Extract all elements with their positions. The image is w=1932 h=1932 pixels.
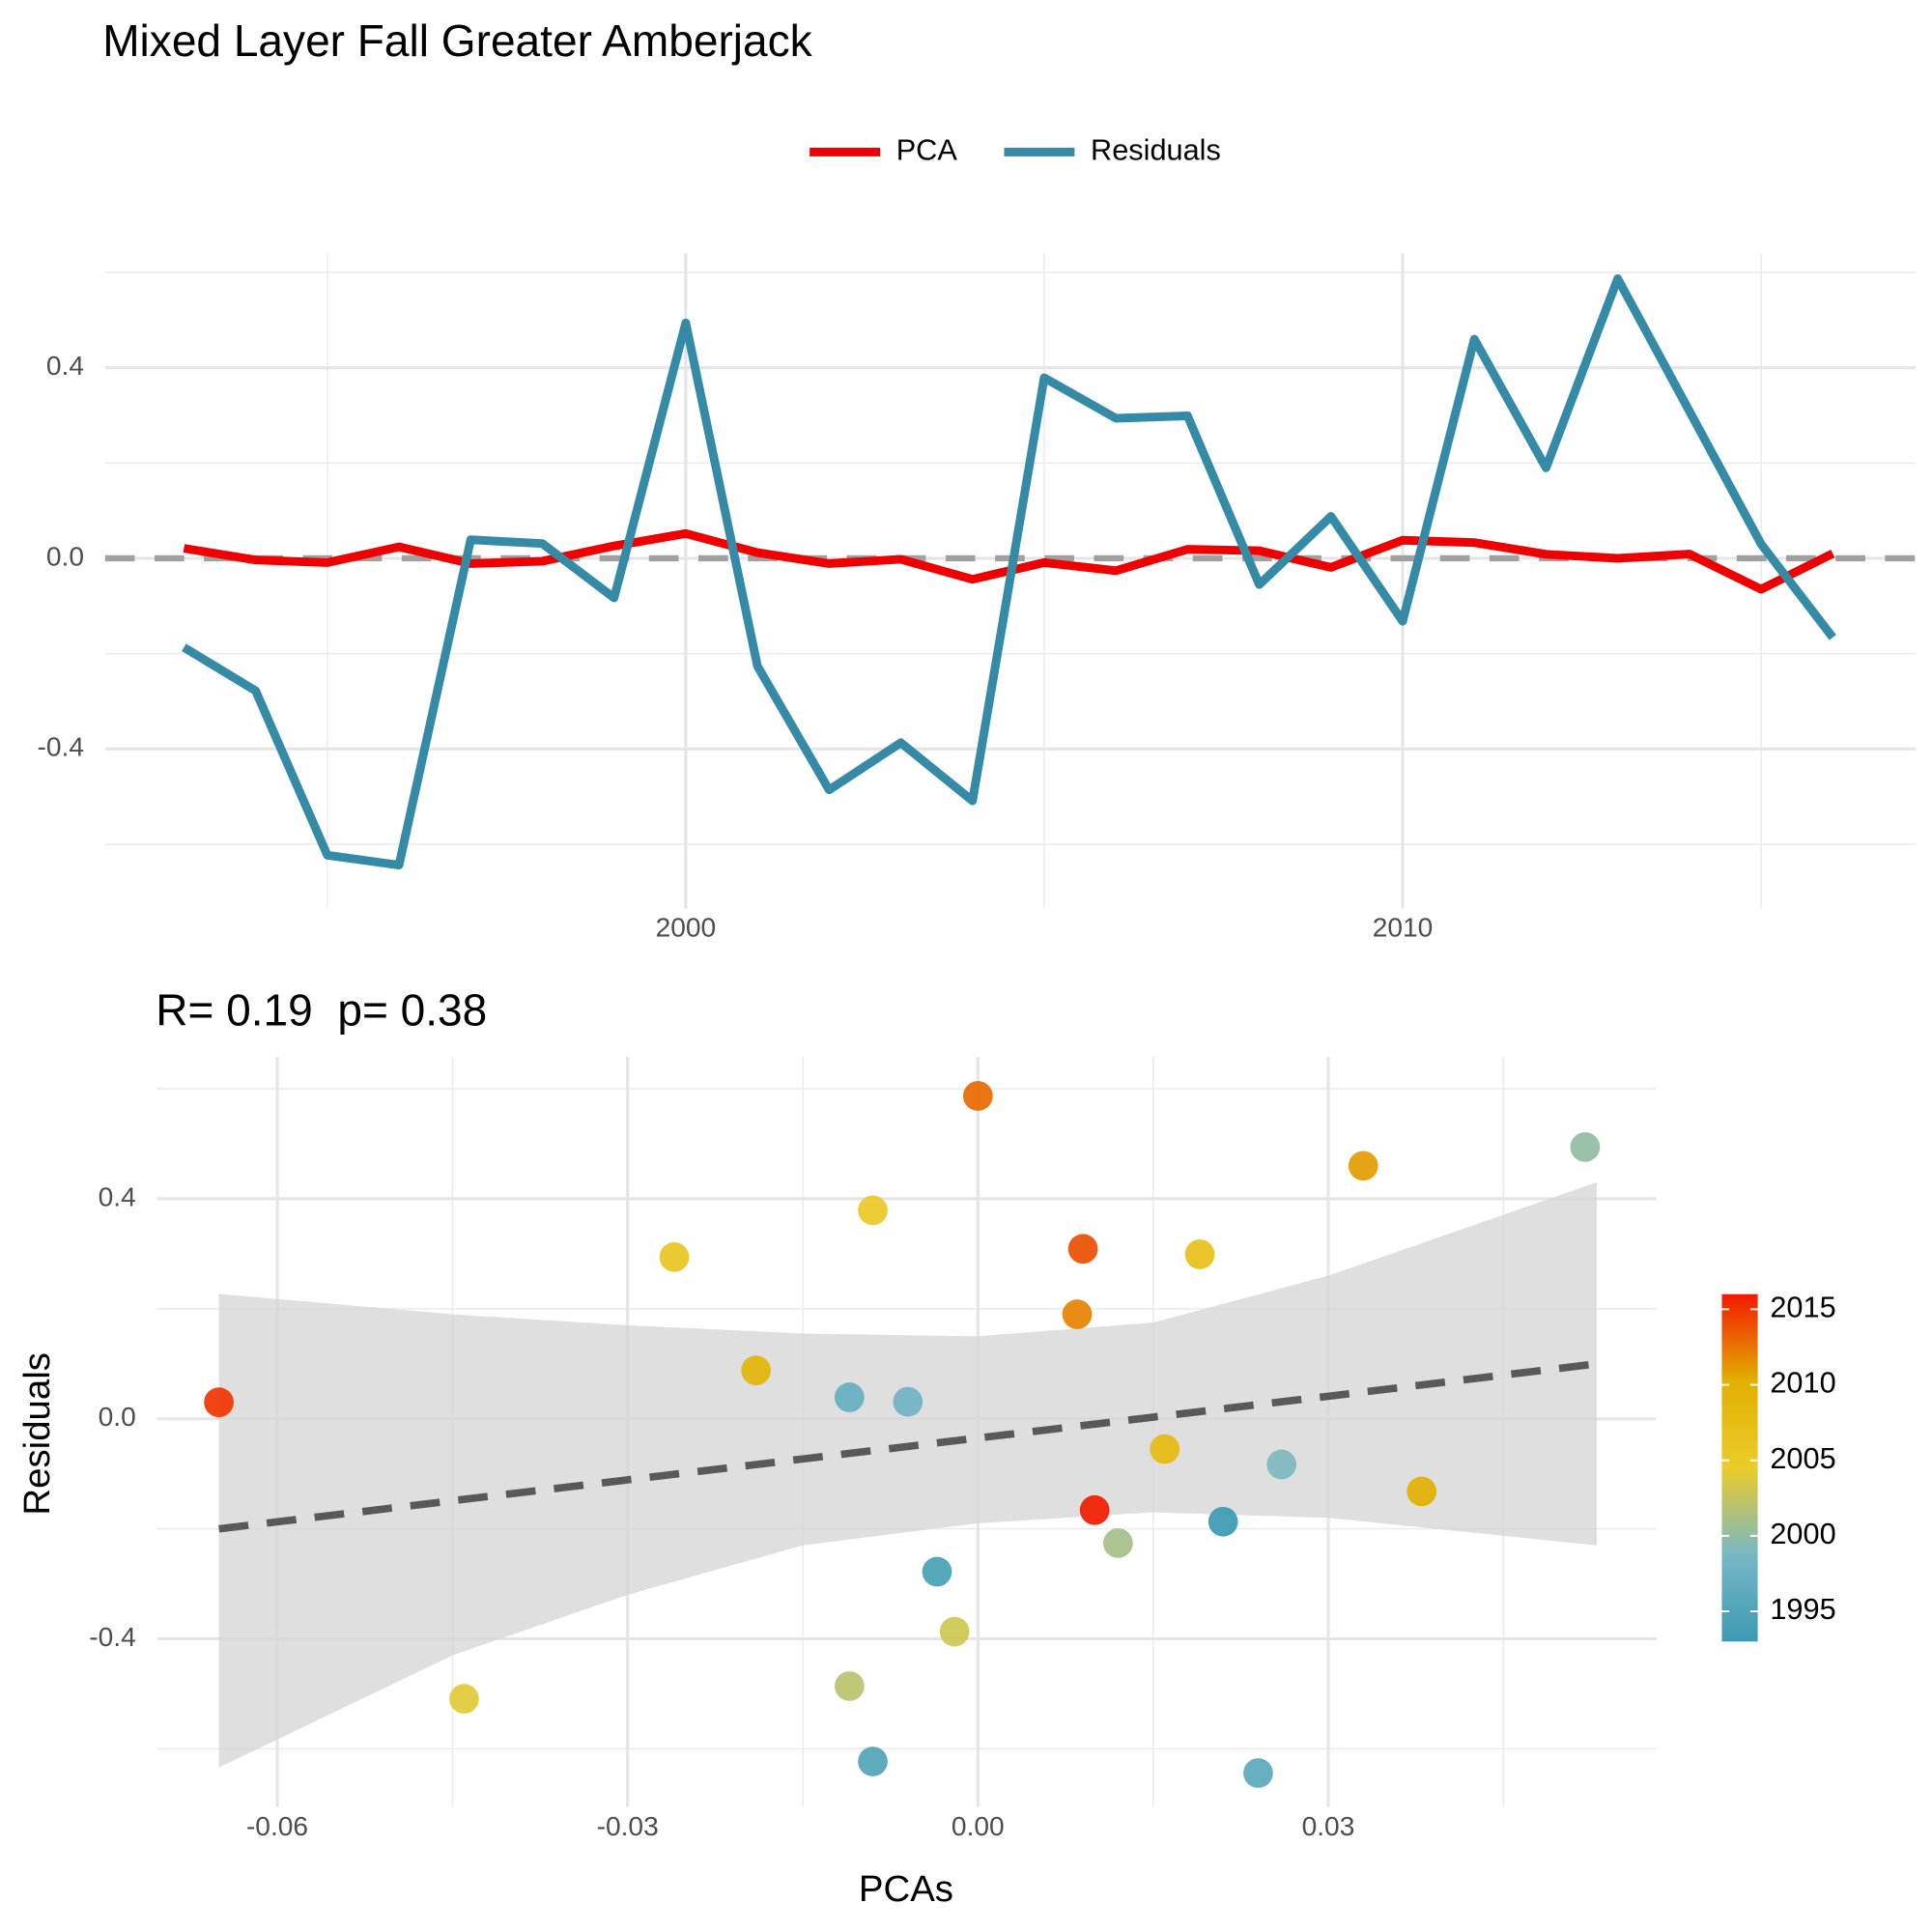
scatter-point [1067,1234,1098,1264]
scatter-point [939,1616,970,1647]
scatter-point [659,1241,690,1272]
scatter-point [1266,1449,1296,1480]
scatter-point [858,1747,888,1776]
series-line [182,273,1836,870]
x-tick-label: 2010 [1373,913,1434,943]
colorbar-label: 1995 [1770,1592,1835,1626]
scatter-point [834,1382,865,1412]
scatter-point [1570,1132,1601,1162]
y-axis-title: Residuals [16,1352,58,1516]
y-tick-label: 0.0 [46,541,84,571]
y-tick-label: 0.4 [99,1181,136,1211]
y-tick-label: -0.4 [89,1622,136,1652]
scatter-point [1062,1299,1093,1329]
scatter-point [893,1386,923,1417]
colorbar-label: 2010 [1770,1366,1835,1400]
y-tick-label: 0.4 [46,351,84,381]
colorbar [1721,1293,1758,1642]
scatter-point [834,1671,865,1701]
legend-label: Residuals [1091,132,1221,166]
legend-label: PCA [896,132,958,166]
scatter-point [449,1684,479,1714]
scatter-point [1208,1506,1238,1537]
colorbar-label: 2000 [1770,1517,1835,1550]
y-tick-label: 0.0 [99,1402,136,1432]
x-axis-title: PCAs [859,1868,953,1910]
scatter-point [858,1195,888,1226]
x-tick-label: 0.00 [952,1811,1005,1841]
scatter-point [962,1081,993,1111]
x-tick-label: -0.03 [597,1811,659,1841]
x-tick-label: 2000 [656,913,717,943]
regression-line [218,1359,1598,1533]
scatter-point [1243,1758,1273,1788]
chart-title: Mixed Layer Fall Greater Amberjack [102,15,812,66]
scatter-point [1150,1434,1180,1464]
scatter-point [922,1556,952,1587]
scatter-point [1079,1494,1110,1525]
scatter-point [1184,1239,1215,1269]
chart-subtitle: R= 0.19 p= 0.38 [156,984,487,1035]
scatter-point [1103,1528,1133,1558]
scatter-point [204,1387,234,1418]
scatter-point [741,1355,771,1385]
y-tick-label: -0.4 [38,732,85,762]
colorbar-label: 2015 [1770,1290,1835,1323]
confidence-band [218,1181,1598,1768]
colorbar-label: 2005 [1770,1441,1835,1475]
x-tick-label: 0.03 [1302,1811,1355,1841]
scatter-point [1348,1151,1378,1181]
x-tick-label: -0.06 [246,1811,308,1841]
scatter-point [1406,1476,1437,1507]
